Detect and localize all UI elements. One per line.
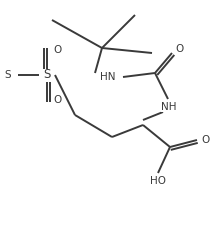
Text: NH: NH <box>161 102 177 112</box>
Text: O: O <box>176 44 184 54</box>
Text: O: O <box>53 45 61 55</box>
Text: S: S <box>43 68 51 81</box>
Text: S: S <box>5 70 11 80</box>
Text: HO: HO <box>150 176 166 186</box>
Text: O: O <box>201 135 209 145</box>
Text: O: O <box>53 95 61 105</box>
Text: HN: HN <box>100 72 116 82</box>
